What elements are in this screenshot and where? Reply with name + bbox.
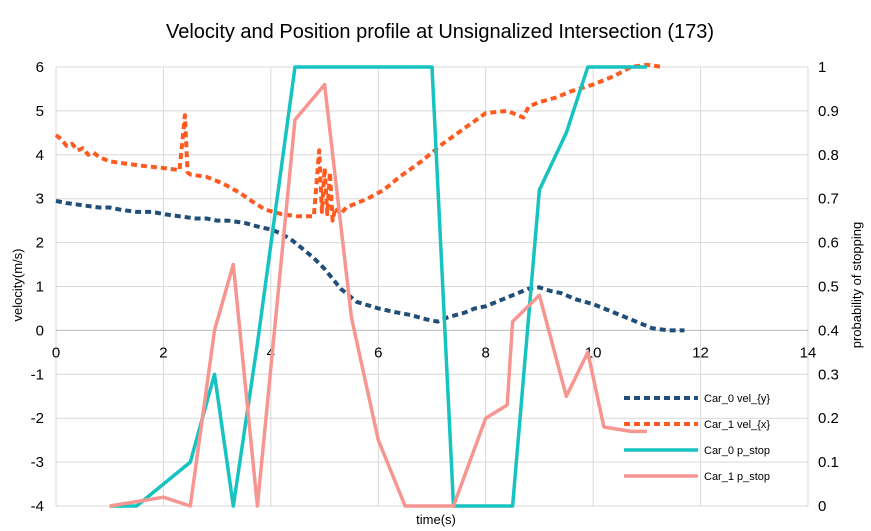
y-right-tick-label: 0.7 [818, 191, 839, 208]
y-right-tick-label: 0.9 [818, 103, 839, 120]
grid [55, 66, 809, 507]
y-right-tick-label: 0 [818, 498, 826, 515]
x-tick-label: 0 [52, 344, 60, 361]
x-axis-label: time(s) [416, 512, 456, 527]
x-tick-label: 8 [482, 344, 490, 361]
y-left-tick-label: -1 [31, 366, 44, 383]
y-right-tick-label: 0.8 [818, 147, 839, 164]
y-left-tick-label: 3 [36, 191, 44, 208]
y-right-tick-label: 1 [818, 59, 826, 76]
y-right-tick-label: 0.3 [818, 366, 839, 383]
y-right-tick-label: 0.4 [818, 322, 839, 339]
x-tick-label: 12 [692, 344, 709, 361]
y-left-tick-label: -2 [31, 410, 44, 427]
series-line-2 [109, 65, 647, 508]
x-tick-label: 2 [159, 344, 167, 361]
y-left-tick-label: 4 [36, 147, 44, 164]
y-left-tick-label: -3 [31, 454, 44, 471]
series-line-1 [54, 62, 664, 223]
series-layer [54, 62, 685, 508]
y-left-tick-label: 2 [36, 235, 44, 252]
y-right-tick-label: 0.1 [818, 454, 839, 471]
y-right-tick-label: 0.6 [818, 235, 839, 252]
y-right-tick-label: 0.5 [818, 279, 839, 296]
legend-label-2: Car_0 p_stop [704, 445, 770, 457]
y-left-tick-label: -4 [31, 498, 44, 515]
legend: Car_0 vel_{y} Car_1 vel_{x} Car_0 p_stop Ca… [624, 393, 770, 483]
y-left-tick-label: 5 [36, 103, 44, 120]
y-left-tick-label: 6 [36, 59, 44, 76]
series-line-0 [55, 198, 685, 333]
x-tick-label: 6 [374, 344, 382, 361]
legend-label-0: Car_0 vel_{y} [704, 393, 770, 405]
y-left-tick-label: 1 [36, 279, 44, 296]
y-axis-right-label: probability of stopping [849, 222, 864, 348]
legend-label-1: Car_1 vel_{x} [704, 419, 770, 431]
y-right-tick-label: 0.2 [818, 410, 839, 427]
y-left-tick-label: 0 [36, 322, 44, 339]
x-tick-label: 14 [800, 344, 817, 361]
chart-title: Velocity and Position profile at Unsigna… [166, 21, 714, 43]
legend-label-3: Car_1 p_stop [704, 471, 770, 483]
series-line-3 [109, 82, 647, 508]
y-axis-left-label: velocity(m/s) [10, 249, 25, 322]
